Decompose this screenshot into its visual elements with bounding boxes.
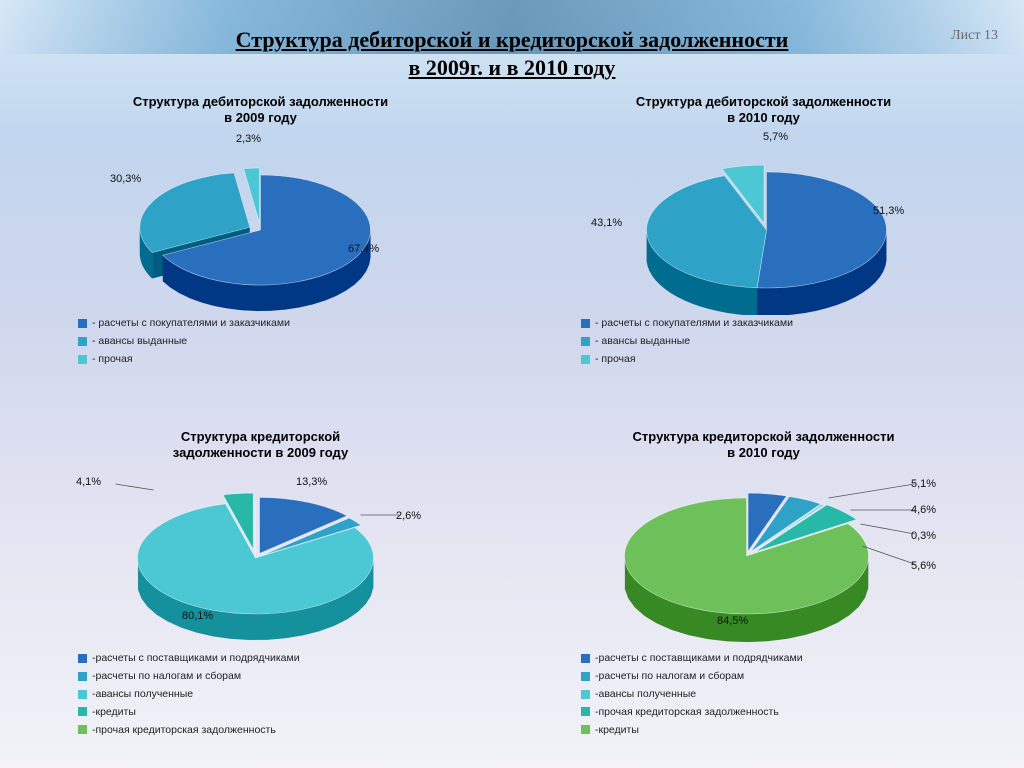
- legend-swatch: [581, 725, 590, 734]
- data-label: 4,6%: [911, 504, 936, 516]
- legend-label: -расчеты с поставщиками и подрядчиками: [595, 652, 803, 664]
- legend-item: -расчеты с поставщиками и подрядчиками: [581, 650, 1006, 668]
- legend-item: - прочая: [78, 351, 503, 369]
- legend-item: - расчеты с покупателями и заказчиками: [78, 315, 503, 333]
- data-label: 2,6%: [396, 510, 421, 522]
- data-label: 5,1%: [911, 478, 936, 490]
- panel-title: Структура дебиторской задолженностив 200…: [18, 94, 503, 125]
- legend-label: - авансы выданные: [92, 335, 187, 347]
- data-label: 84,5%: [717, 615, 748, 627]
- data-label: 0,3%: [911, 530, 936, 542]
- legend-item: -расчеты по налогам и сборам: [78, 668, 503, 686]
- legend-swatch: [78, 725, 87, 734]
- legend-item: -расчеты с поставщиками и подрядчиками: [78, 650, 503, 668]
- data-label: 30,3%: [110, 173, 141, 185]
- legend-label: -расчеты по налогам и сборам: [92, 670, 241, 682]
- legend-swatch: [78, 690, 87, 699]
- legend-item: - прочая: [581, 351, 1006, 369]
- legend: - расчеты с покупателями и заказчиками - …: [521, 315, 1006, 369]
- legend-swatch: [581, 355, 590, 364]
- legend-label: - расчеты с покупателями и заказчиками: [595, 317, 793, 329]
- chart-panel: Структура кредиторскойзадолженности в 20…: [18, 429, 503, 758]
- legend-label: -прочая кредиторская задолженность: [595, 706, 779, 718]
- legend-swatch: [581, 707, 590, 716]
- legend-label: -прочая кредиторская задолженность: [92, 724, 276, 736]
- legend-item: -прочая кредиторская задолженность: [78, 722, 503, 740]
- legend-label: - прочая: [92, 353, 133, 365]
- legend-item: -кредиты: [581, 722, 1006, 740]
- legend-item: - расчеты с покупателями и заказчиками: [581, 315, 1006, 333]
- legend-swatch: [78, 672, 87, 681]
- legend: -расчеты с поставщиками и подрядчиками -р…: [18, 650, 503, 739]
- legend-item: -прочая кредиторская задолженность: [581, 704, 1006, 722]
- legend-swatch: [78, 355, 87, 364]
- legend-swatch: [78, 319, 87, 328]
- legend-swatch: [581, 672, 590, 681]
- legend-item: -кредиты: [78, 704, 503, 722]
- pie-chart: 5,1% 4,6% 0,3% 5,6% 84,5%: [521, 460, 1006, 650]
- legend-swatch: [581, 337, 590, 346]
- legend-label: - авансы выданные: [595, 335, 690, 347]
- legend-item: - авансы выданные: [581, 333, 1006, 351]
- legend-label: - расчеты с покупателями и заказчиками: [92, 317, 290, 329]
- legend: -расчеты с поставщиками и подрядчиками -р…: [521, 650, 1006, 739]
- data-label: 43,1%: [591, 217, 622, 229]
- main-title-line2: в 2009г. и в 2010 году: [409, 55, 616, 80]
- data-label: 5,6%: [911, 560, 936, 572]
- legend-swatch: [78, 707, 87, 716]
- legend-label: -кредиты: [92, 706, 136, 718]
- data-label: 4,1%: [76, 476, 101, 488]
- panel-title: Структура кредиторской задолженностив 20…: [521, 429, 1006, 460]
- legend-item: -авансы полученные: [581, 686, 1006, 704]
- pie-chart: 67,4% 30,3% 2,3%: [18, 125, 503, 315]
- legend-item: -расчеты по налогам и сборам: [581, 668, 1006, 686]
- legend-swatch: [78, 337, 87, 346]
- data-label: 67,4%: [348, 243, 379, 255]
- panel-title: Структура кредиторскойзадолженности в 20…: [18, 429, 503, 460]
- legend-label: -авансы полученные: [595, 688, 696, 700]
- legend-swatch: [581, 319, 590, 328]
- legend-item: - авансы выданные: [78, 333, 503, 351]
- legend-item: -авансы полученные: [78, 686, 503, 704]
- chart-panel: Структура дебиторской задолженностив 201…: [521, 94, 1006, 423]
- legend: - расчеты с покупателями и заказчиками - …: [18, 315, 503, 369]
- pie-chart: 51,3% 43,1% 5,7%: [521, 125, 1006, 315]
- legend-label: -расчеты с поставщиками и подрядчиками: [92, 652, 300, 664]
- pie-chart: 13,3% 2,6% 80,1% 4,1%: [18, 460, 503, 650]
- main-title-line1: Структура дебиторской и кредиторской зад…: [236, 27, 789, 52]
- main-title: Структура дебиторской и кредиторской зад…: [0, 26, 1024, 81]
- data-label: 51,3%: [873, 205, 904, 217]
- data-label: 80,1%: [182, 610, 213, 622]
- legend-swatch: [78, 654, 87, 663]
- legend-label: -расчеты по налогам и сборам: [595, 670, 744, 682]
- legend-label: - прочая: [595, 353, 636, 365]
- data-label: 2,3%: [236, 133, 261, 145]
- legend-label: -кредиты: [595, 724, 639, 736]
- chart-panel: Структура дебиторской задолженностив 200…: [18, 94, 503, 423]
- chart-grid: Структура дебиторской задолженностив 200…: [18, 94, 1006, 758]
- legend-swatch: [581, 690, 590, 699]
- chart-panel: Структура кредиторской задолженностив 20…: [521, 429, 1006, 758]
- data-label: 13,3%: [296, 476, 327, 488]
- data-label: 5,7%: [763, 131, 788, 143]
- legend-swatch: [581, 654, 590, 663]
- legend-label: -авансы полученные: [92, 688, 193, 700]
- panel-title: Структура дебиторской задолженностив 201…: [521, 94, 1006, 125]
